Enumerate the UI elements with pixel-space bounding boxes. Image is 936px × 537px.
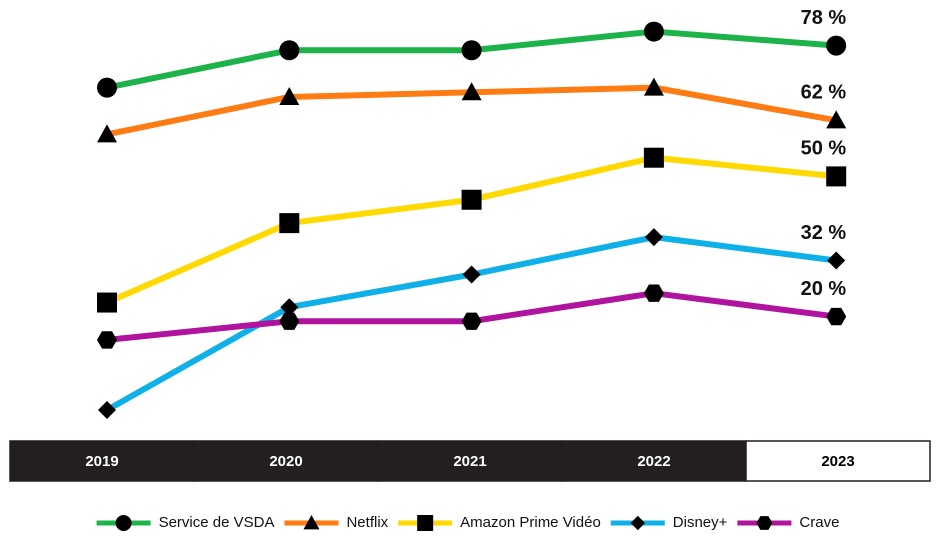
x-tick-label: 2020 xyxy=(269,453,302,470)
x-axis-cell xyxy=(9,440,195,482)
value-label: 78 % xyxy=(801,7,847,29)
legend-item: Netflix xyxy=(284,514,389,531)
marker xyxy=(279,312,300,330)
value-label: 62 % xyxy=(801,82,847,104)
plot-area: 78 % 62 % 50 % 32 % 20 % xyxy=(97,7,846,419)
marker xyxy=(279,86,300,105)
legend-label: Crave xyxy=(799,514,839,531)
marker xyxy=(643,77,664,96)
marker xyxy=(417,515,434,531)
marker xyxy=(461,312,482,330)
marker xyxy=(461,189,482,210)
legend-item: Service de VSDA xyxy=(96,514,275,531)
marker xyxy=(827,251,846,270)
marker xyxy=(461,82,482,101)
marker xyxy=(826,110,847,129)
marker xyxy=(756,516,773,530)
value-label: 50 % xyxy=(801,138,847,160)
marker xyxy=(643,21,664,42)
x-axis-cell xyxy=(193,440,379,482)
marker xyxy=(826,35,847,56)
legend: Service de VSDA Netflix Amazon Prime Vidéo… xyxy=(96,514,839,531)
x-axis: 2019 2020 2021 2022 2023 xyxy=(9,440,931,482)
x-tick-label: 2019 xyxy=(85,453,118,470)
marker xyxy=(97,331,117,349)
marker xyxy=(280,298,299,317)
marker xyxy=(279,213,300,234)
marker xyxy=(630,515,645,531)
marker xyxy=(279,40,300,61)
marker xyxy=(98,401,116,419)
x-axis-cell xyxy=(561,440,747,482)
legend-label: Disney+ xyxy=(673,514,728,531)
x-tick-label: 2023 xyxy=(821,453,854,470)
x-axis-cell xyxy=(377,440,563,482)
marker xyxy=(97,77,117,98)
marker xyxy=(97,124,117,143)
value-label: 20 % xyxy=(801,278,847,300)
marker xyxy=(115,515,132,531)
legend-label: Service de VSDA xyxy=(159,514,275,531)
value-label: 32 % xyxy=(801,222,847,244)
x-tick-label: 2021 xyxy=(453,453,486,470)
marker xyxy=(643,147,664,168)
x-tick-label: 2022 xyxy=(637,453,670,470)
legend-item: Amazon Prime Vidéo xyxy=(398,514,601,531)
marker xyxy=(97,292,117,313)
marker xyxy=(826,307,847,326)
marker xyxy=(462,265,481,284)
x-axis-cell xyxy=(745,440,931,482)
legend-item: Crave xyxy=(737,514,839,531)
marker xyxy=(826,166,847,187)
marker xyxy=(643,284,664,302)
legend-label: Amazon Prime Vidéo xyxy=(460,514,601,531)
legend-label: Netflix xyxy=(346,514,388,531)
marker xyxy=(303,515,320,530)
marker xyxy=(461,40,482,61)
legend-item: Disney+ xyxy=(610,514,728,531)
marker xyxy=(644,228,663,247)
